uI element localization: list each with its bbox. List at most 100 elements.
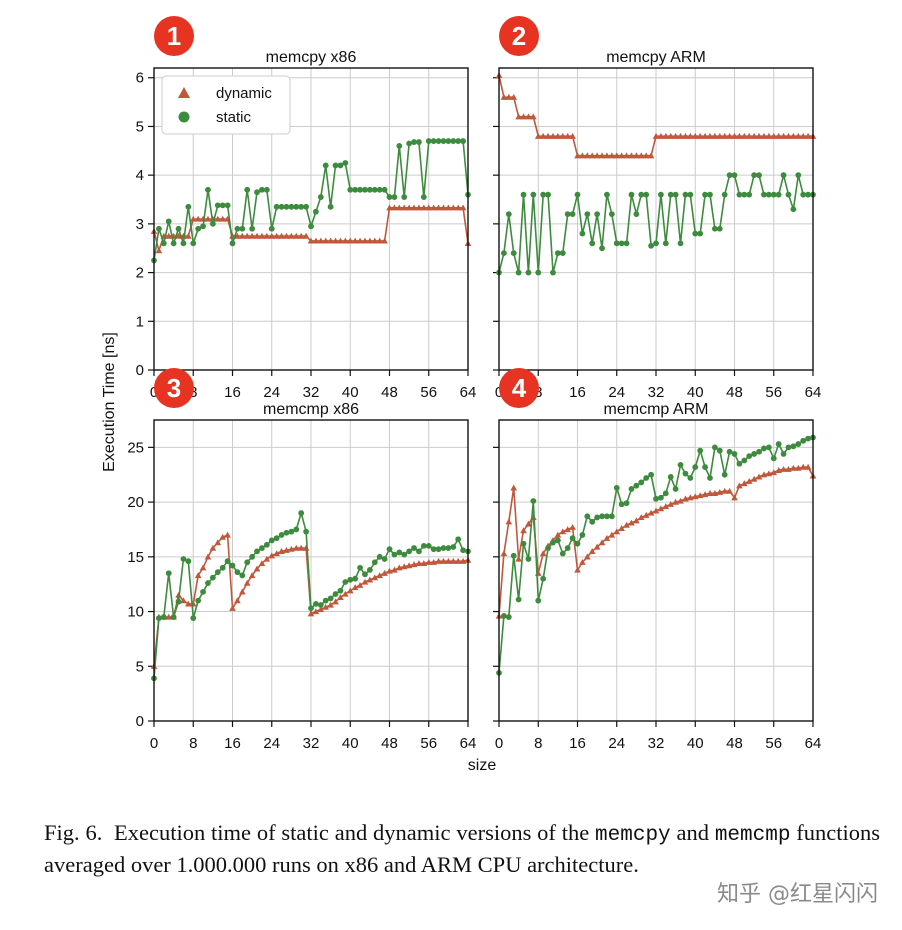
point-dynamic	[194, 215, 202, 222]
point-dynamic	[652, 132, 660, 139]
point-static	[574, 191, 581, 198]
point-static	[682, 470, 689, 477]
plot-frame	[498, 419, 814, 722]
legend-label-dynamic: dynamic	[216, 85, 272, 102]
x-tick-label: 48	[726, 735, 743, 752]
point-static	[707, 191, 713, 198]
point-dynamic	[337, 237, 344, 244]
point-dynamic	[420, 204, 428, 211]
point-dynamic	[721, 132, 728, 139]
point-static	[386, 194, 393, 200]
x-tick-label: 64	[460, 735, 477, 752]
point-dynamic	[598, 152, 606, 159]
point-static	[761, 445, 767, 452]
point-static	[633, 211, 640, 218]
point-static	[672, 486, 679, 492]
y-tick-label: 4	[136, 167, 144, 184]
caption-part2: and	[676, 820, 710, 845]
point-dynamic	[741, 480, 748, 487]
point-dynamic	[667, 500, 675, 507]
point-static	[268, 225, 275, 232]
point-static	[633, 482, 640, 489]
point-static	[430, 546, 437, 553]
point-static	[510, 552, 517, 559]
point-static	[790, 206, 797, 213]
point-dynamic	[780, 465, 787, 472]
point-dynamic	[765, 470, 773, 477]
point-static	[435, 546, 442, 553]
point-dynamic	[204, 553, 212, 560]
point-static	[160, 240, 167, 247]
point-dynamic	[613, 528, 621, 535]
point-dynamic	[559, 132, 567, 139]
point-static	[396, 143, 403, 149]
point-static	[460, 138, 466, 144]
point-static	[229, 562, 236, 569]
point-static	[761, 191, 767, 198]
panel-title: memcpy x86	[266, 49, 357, 66]
point-dynamic	[785, 132, 792, 139]
point-dynamic	[278, 232, 285, 239]
point-dynamic	[317, 606, 325, 612]
point-static	[298, 203, 305, 210]
point-dynamic	[711, 490, 719, 496]
point-static	[411, 139, 417, 145]
point-dynamic	[204, 215, 212, 222]
point-dynamic	[248, 232, 256, 239]
point-dynamic	[425, 204, 433, 211]
point-static	[677, 240, 684, 247]
point-static	[322, 597, 329, 604]
point-static	[283, 529, 290, 536]
point-dynamic	[672, 498, 679, 505]
point-dynamic	[544, 132, 552, 139]
point-dynamic	[539, 132, 547, 139]
point-dynamic	[258, 232, 266, 239]
point-static	[416, 548, 422, 555]
point-dynamic	[790, 132, 797, 139]
point-dynamic	[618, 152, 625, 159]
point-static	[746, 453, 753, 460]
point-dynamic	[716, 132, 724, 139]
point-dynamic	[292, 232, 300, 239]
point-static	[643, 475, 650, 481]
point-static	[731, 451, 738, 457]
point-static	[205, 580, 211, 586]
y-tick-label: 1	[136, 313, 144, 330]
point-static	[658, 191, 664, 198]
point-dynamic	[500, 93, 508, 100]
point-dynamic	[459, 557, 467, 564]
point-dynamic	[633, 517, 640, 524]
y-axis-label: Execution Time [ns]	[101, 332, 118, 472]
panel-badge-number: 4	[512, 373, 527, 403]
point-dynamic	[706, 490, 714, 496]
point-static	[662, 240, 669, 247]
point-static	[327, 203, 334, 210]
point-dynamic	[505, 93, 513, 100]
point-static	[594, 211, 601, 218]
point-dynamic	[386, 567, 393, 574]
point-dynamic	[785, 465, 792, 472]
point-static	[682, 191, 689, 198]
y-tick-label: 3	[136, 216, 144, 233]
point-dynamic	[534, 132, 542, 139]
point-dynamic	[435, 204, 442, 211]
point-dynamic	[598, 539, 606, 546]
point-static	[692, 230, 699, 237]
point-dynamic	[765, 132, 773, 139]
point-static	[273, 535, 280, 542]
point-static	[455, 138, 462, 144]
point-static	[726, 448, 733, 455]
point-dynamic	[721, 487, 728, 494]
x-tick-label: 32	[648, 735, 665, 752]
point-static	[574, 540, 581, 547]
point-static	[327, 595, 334, 602]
x-tick-label: 16	[224, 735, 241, 752]
point-static	[322, 162, 329, 169]
point-static	[594, 514, 601, 521]
point-dynamic	[745, 477, 753, 484]
point-dynamic	[780, 132, 787, 139]
point-dynamic	[515, 113, 522, 120]
point-static	[219, 564, 226, 571]
point-static	[381, 556, 388, 562]
x-tick-label: 48	[381, 735, 398, 752]
